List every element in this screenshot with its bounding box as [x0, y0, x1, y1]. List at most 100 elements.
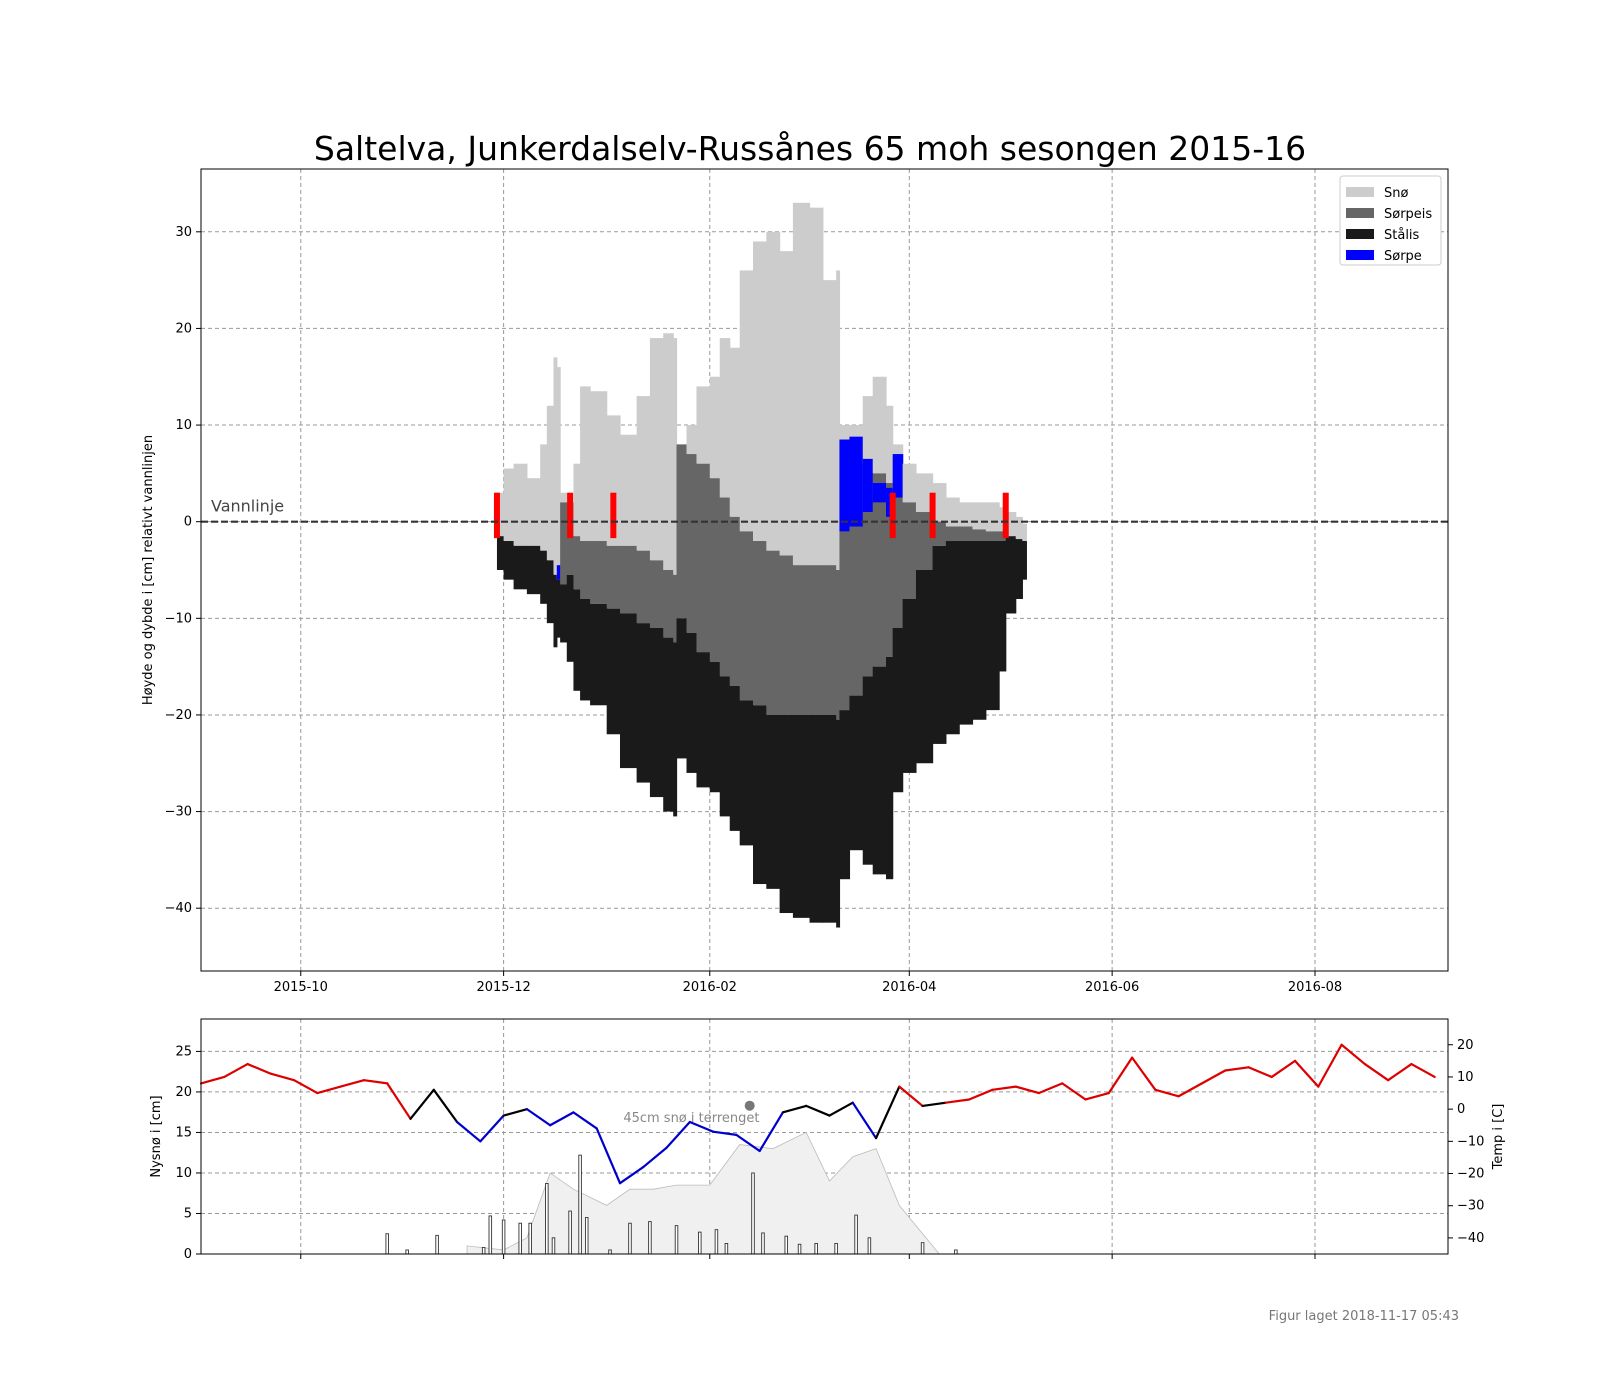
observation-markers: [493, 492, 1009, 539]
snow-segment: [872, 376, 887, 474]
steel-ice-segment: [739, 700, 754, 846]
temperature-segment: [339, 1079, 366, 1088]
temperature-segment: [525, 1108, 552, 1127]
snow-annotation-dot: [744, 1100, 755, 1111]
slush-ice-segment: [779, 555, 794, 715]
snow-segment: [1022, 523, 1027, 542]
steel-ice-segment: [686, 632, 698, 773]
bottom-y-axis-label: Nysnø i [cm]: [149, 1095, 164, 1177]
new-snow-bar: [584, 1217, 589, 1255]
temperature-segment: [1014, 1085, 1041, 1095]
y2-tick-label: 0: [1457, 1102, 1465, 1117]
steel-ice-segment: [902, 598, 917, 773]
observation-marker: [889, 492, 896, 539]
observation-marker: [1002, 492, 1009, 539]
steel-ice-segment: [503, 541, 515, 580]
temperature-line: [199, 1043, 1436, 1185]
waterline-group: Vannlinje: [201, 497, 1448, 523]
snow-segment: [886, 405, 894, 484]
slush-ice-segment: [686, 454, 698, 633]
steel-ice-segment: [959, 541, 974, 725]
temperature-segment: [1061, 1082, 1087, 1101]
temperature-segment: [1177, 1082, 1204, 1098]
new-snow-bar: [405, 1249, 409, 1255]
new-snow-bar: [834, 1243, 838, 1255]
snow-segment: [915, 473, 934, 513]
slurry-segment: [872, 483, 887, 503]
top-x-axis: 2015-10 2015-12 2016-02 2016-04 2016-06 2016-…: [274, 971, 1342, 995]
waterline-label: Vannlinje: [211, 497, 284, 516]
snow-segment: [809, 207, 824, 566]
chart-title: Saltelva, Junkerdalselv-Russånes 65 moh …: [314, 129, 1306, 168]
x-tick-label: 2016-04: [882, 980, 936, 995]
y-tick-label: −20: [165, 708, 192, 723]
new-snow-bar: [545, 1183, 549, 1255]
slush-ice-segment: [649, 560, 664, 628]
new-snow-bar: [761, 1232, 765, 1255]
legend-swatch: [1346, 229, 1374, 239]
slurry-segment: [849, 436, 864, 527]
x-tick-label: 2015-10: [274, 980, 328, 995]
slush-ice-segment: [892, 492, 904, 628]
snow-segment: [636, 396, 651, 551]
temperature-segment: [1084, 1091, 1110, 1101]
steel-ice-segment: [676, 618, 688, 759]
temperature-segment: [1410, 1062, 1436, 1079]
steel-ice-segment: [649, 627, 664, 798]
slush-ice-segment: [663, 570, 674, 638]
temperature-segment: [898, 1085, 924, 1108]
y-tick-label: 15: [175, 1125, 192, 1140]
temperature-segment: [712, 1130, 738, 1136]
new-snow-bar: [867, 1237, 872, 1255]
snow-segment: [779, 251, 794, 556]
steel-ice-segment: [779, 714, 794, 914]
legend-swatch: [1346, 208, 1374, 218]
temperature-segment: [781, 1104, 808, 1114]
slush-ice-segment: [959, 526, 974, 542]
steel-ice-segment: [729, 685, 741, 831]
temperature-segment: [805, 1104, 831, 1117]
x-tick-label: 2016-08: [1288, 980, 1342, 995]
slush-ice-segment: [902, 502, 917, 599]
slush-ice-segment: [636, 550, 651, 624]
new-snow-bar: [488, 1215, 493, 1255]
slush-ice-segment: [792, 565, 811, 715]
steel-ice-segment: [619, 613, 638, 769]
steel-ice-segment: [663, 637, 674, 812]
y-tick-label: −30: [165, 805, 192, 820]
temperature-segment: [1270, 1059, 1297, 1079]
temperature-segment: [874, 1085, 901, 1140]
new-snow-bar: [674, 1225, 679, 1255]
slurry-segment: [892, 454, 904, 498]
steel-ice-segment: [886, 656, 894, 880]
steel-ice-segment: [872, 666, 887, 875]
steel-ice-segment: [560, 584, 568, 643]
snow-segment: [526, 478, 541, 546]
temperature-segment: [572, 1111, 598, 1130]
temperature-segment: [386, 1082, 412, 1120]
new-snow-bar: [385, 1233, 389, 1255]
legend-entry: Stålis: [1384, 228, 1420, 243]
snow-segment: [686, 425, 698, 455]
snow-segment: [959, 502, 974, 527]
y-tick-label: 5: [184, 1206, 192, 1221]
temperature-segment: [362, 1079, 389, 1085]
slush-ice-segment: [809, 565, 824, 715]
steel-ice-segment: [999, 541, 1007, 672]
new-snow-bar: [920, 1242, 925, 1255]
temperature-segment: [432, 1088, 459, 1124]
y-tick-label: 25: [175, 1044, 192, 1059]
snow-depth-area: [466, 1131, 941, 1255]
new-snow-bar: [481, 1247, 486, 1255]
snow-segment: [766, 231, 781, 551]
steel-ice-segment: [809, 714, 824, 923]
temperature-segment: [246, 1062, 272, 1075]
new-snow-bar: [608, 1249, 612, 1255]
temperature-segment: [479, 1114, 505, 1143]
new-snow-bar: [854, 1214, 858, 1255]
steel-ice-segment: [1015, 539, 1023, 599]
slurry-segment: [839, 439, 851, 532]
snow-segment: [573, 463, 581, 537]
temperature-segment: [1340, 1043, 1366, 1066]
